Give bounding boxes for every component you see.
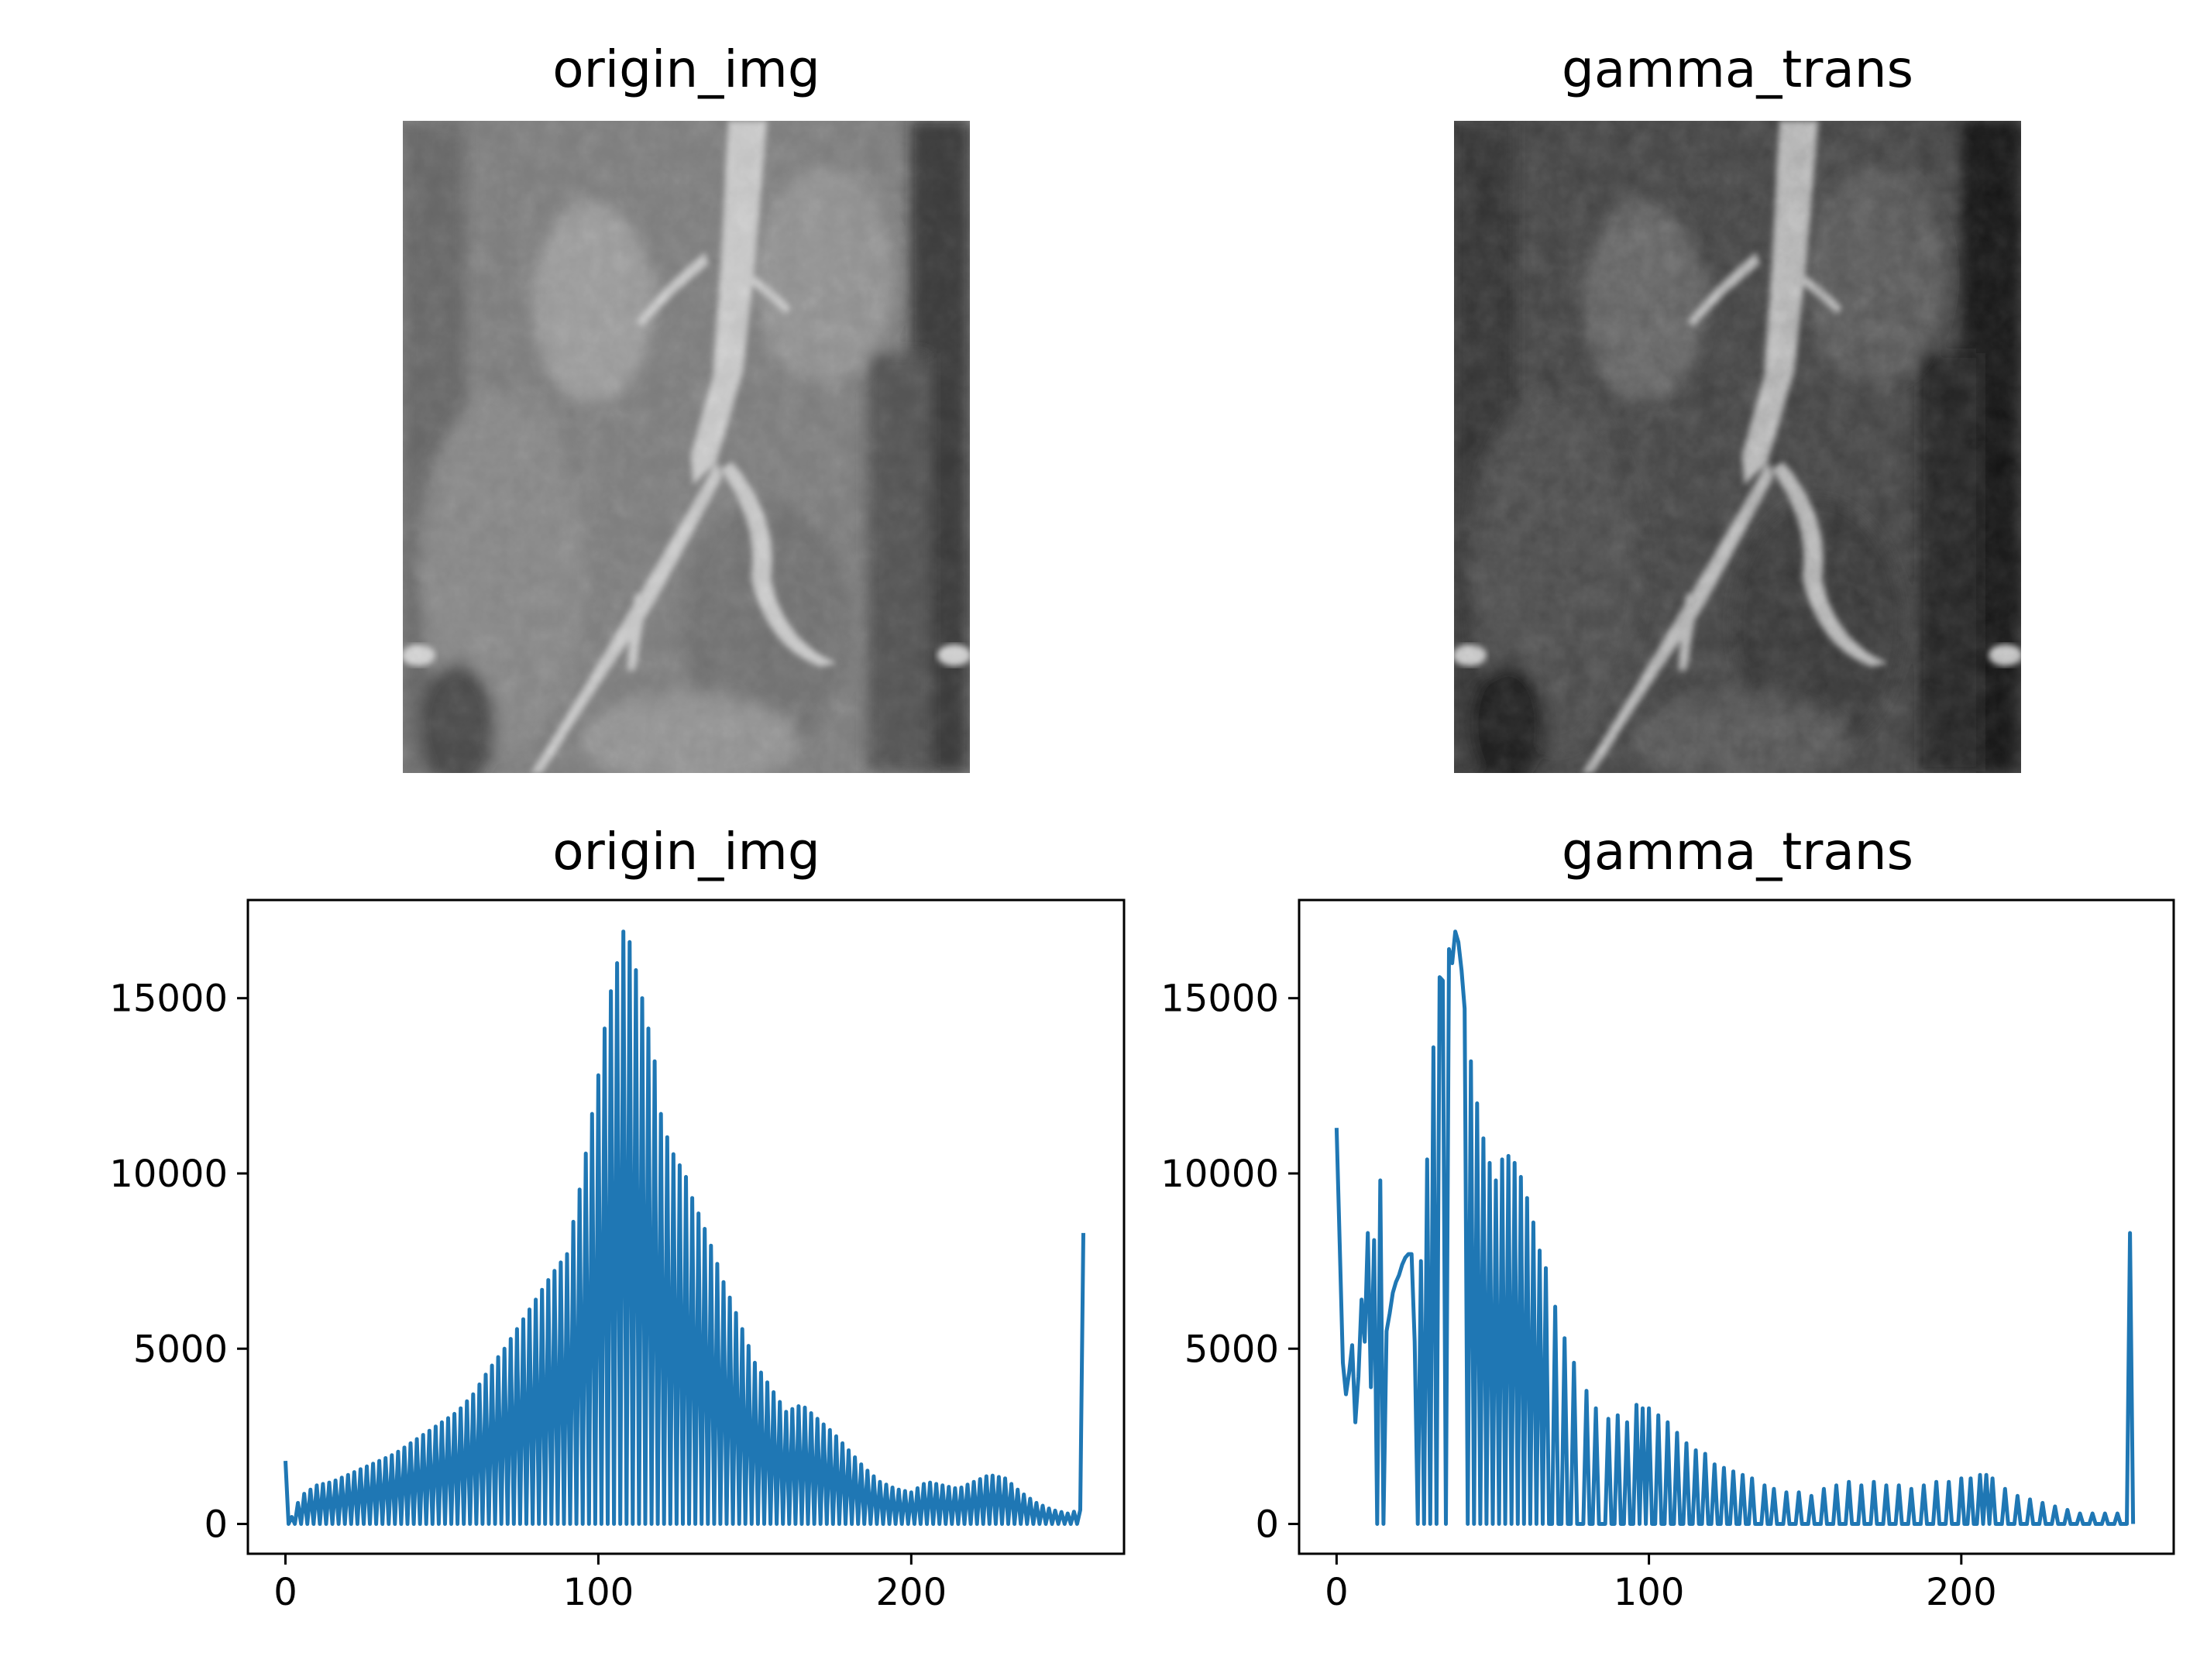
x-tick-label: 0 [273, 1571, 297, 1614]
histogram-line [286, 932, 1084, 1524]
origin-histogram: origin_img 0 100 200 0 5000 10000 15000 [109, 822, 1124, 1614]
y-tick-label: 0 [1255, 1503, 1279, 1547]
y-tick-label: 10000 [109, 1153, 228, 1196]
gamma-image-panel: gamma_trans [1452, 40, 2023, 787]
y-tick-label: 5000 [1184, 1328, 1279, 1371]
histogram-line [1336, 932, 2133, 1524]
y-tick-label: 5000 [133, 1328, 228, 1371]
x-tick-label: 200 [876, 1571, 947, 1614]
gamma-image-title: gamma_trans [1562, 40, 1913, 99]
origin-histogram-title: origin_img [552, 822, 820, 881]
x-tick-label: 100 [1614, 1571, 1685, 1614]
x-tick-label: 100 [563, 1571, 634, 1614]
origin-image-panel: origin_img [401, 40, 971, 787]
gamma-histogram-title: gamma_trans [1562, 822, 1913, 881]
x-tick-label: 0 [1325, 1571, 1349, 1614]
y-tick-label: 0 [204, 1503, 228, 1547]
x-tick-label: 200 [1926, 1571, 1997, 1614]
y-tick-label: 10000 [1160, 1153, 1279, 1196]
gamma-histogram: gamma_trans 0 100 200 0 5000 10000 15000 [1160, 822, 2174, 1614]
origin-image-title: origin_img [552, 40, 820, 99]
y-tick-label: 15000 [1160, 977, 1279, 1021]
y-tick-label: 15000 [109, 977, 228, 1021]
gamma-image [1452, 121, 2023, 787]
origin-image [401, 121, 971, 787]
